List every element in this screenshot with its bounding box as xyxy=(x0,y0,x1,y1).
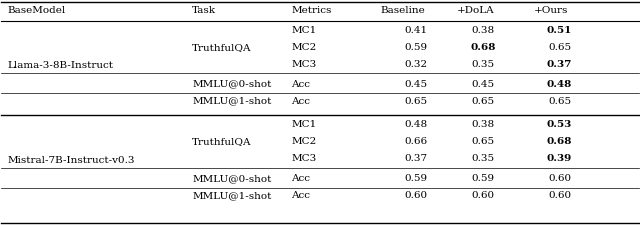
Text: 0.59: 0.59 xyxy=(404,174,428,183)
Text: 0.60: 0.60 xyxy=(404,191,428,200)
Text: +Ours: +Ours xyxy=(534,6,568,15)
Text: MC3: MC3 xyxy=(291,154,317,163)
Text: MMLU@0-shot: MMLU@0-shot xyxy=(192,174,271,183)
Text: Baseline: Baseline xyxy=(381,6,426,15)
Text: 0.39: 0.39 xyxy=(547,154,572,163)
Text: 0.45: 0.45 xyxy=(404,80,428,89)
Text: 0.68: 0.68 xyxy=(470,43,495,52)
Text: MMLU@1-shot: MMLU@1-shot xyxy=(192,191,271,200)
Text: 0.45: 0.45 xyxy=(471,80,495,89)
Text: +DoLA: +DoLA xyxy=(458,6,495,15)
Text: 0.68: 0.68 xyxy=(547,137,572,146)
Text: 0.60: 0.60 xyxy=(548,191,571,200)
Text: 0.35: 0.35 xyxy=(471,60,495,69)
Text: Acc: Acc xyxy=(291,191,310,200)
Text: 0.65: 0.65 xyxy=(548,97,571,106)
Text: BaseModel: BaseModel xyxy=(7,6,65,15)
Text: 0.60: 0.60 xyxy=(471,191,495,200)
Text: 0.59: 0.59 xyxy=(404,43,428,52)
Text: MC3: MC3 xyxy=(291,60,317,69)
Text: MMLU@0-shot: MMLU@0-shot xyxy=(192,80,271,89)
Text: 0.65: 0.65 xyxy=(471,137,495,146)
Text: TruthfulQA: TruthfulQA xyxy=(192,137,252,146)
Text: MMLU@1-shot: MMLU@1-shot xyxy=(192,97,271,106)
Text: 0.37: 0.37 xyxy=(547,60,572,69)
Text: MC1: MC1 xyxy=(291,26,317,35)
Text: 0.65: 0.65 xyxy=(548,43,571,52)
Text: TruthfulQA: TruthfulQA xyxy=(192,43,252,52)
Text: Mistral-7B-Instruct-v0.3: Mistral-7B-Instruct-v0.3 xyxy=(7,156,134,165)
Text: 0.65: 0.65 xyxy=(404,97,428,106)
Text: MC2: MC2 xyxy=(291,137,317,146)
Text: 0.38: 0.38 xyxy=(471,26,495,35)
Text: 0.48: 0.48 xyxy=(547,80,572,89)
Text: 0.59: 0.59 xyxy=(471,174,495,183)
Text: Llama-3-8B-Instruct: Llama-3-8B-Instruct xyxy=(7,61,113,70)
Text: 0.53: 0.53 xyxy=(547,120,572,129)
Text: 0.60: 0.60 xyxy=(548,174,571,183)
Text: Acc: Acc xyxy=(291,97,310,106)
Text: 0.38: 0.38 xyxy=(471,120,495,129)
Text: 0.41: 0.41 xyxy=(404,26,428,35)
Text: 0.32: 0.32 xyxy=(404,60,428,69)
Text: Acc: Acc xyxy=(291,80,310,89)
Text: Metrics: Metrics xyxy=(291,6,332,15)
Text: MC2: MC2 xyxy=(291,43,317,52)
Text: 0.37: 0.37 xyxy=(404,154,428,163)
Text: 0.48: 0.48 xyxy=(404,120,428,129)
Text: Acc: Acc xyxy=(291,174,310,183)
Text: 0.51: 0.51 xyxy=(547,26,572,35)
Text: 0.66: 0.66 xyxy=(404,137,428,146)
Text: 0.35: 0.35 xyxy=(471,154,495,163)
Text: MC1: MC1 xyxy=(291,120,317,129)
Text: Task: Task xyxy=(192,6,216,15)
Text: 0.65: 0.65 xyxy=(471,97,495,106)
